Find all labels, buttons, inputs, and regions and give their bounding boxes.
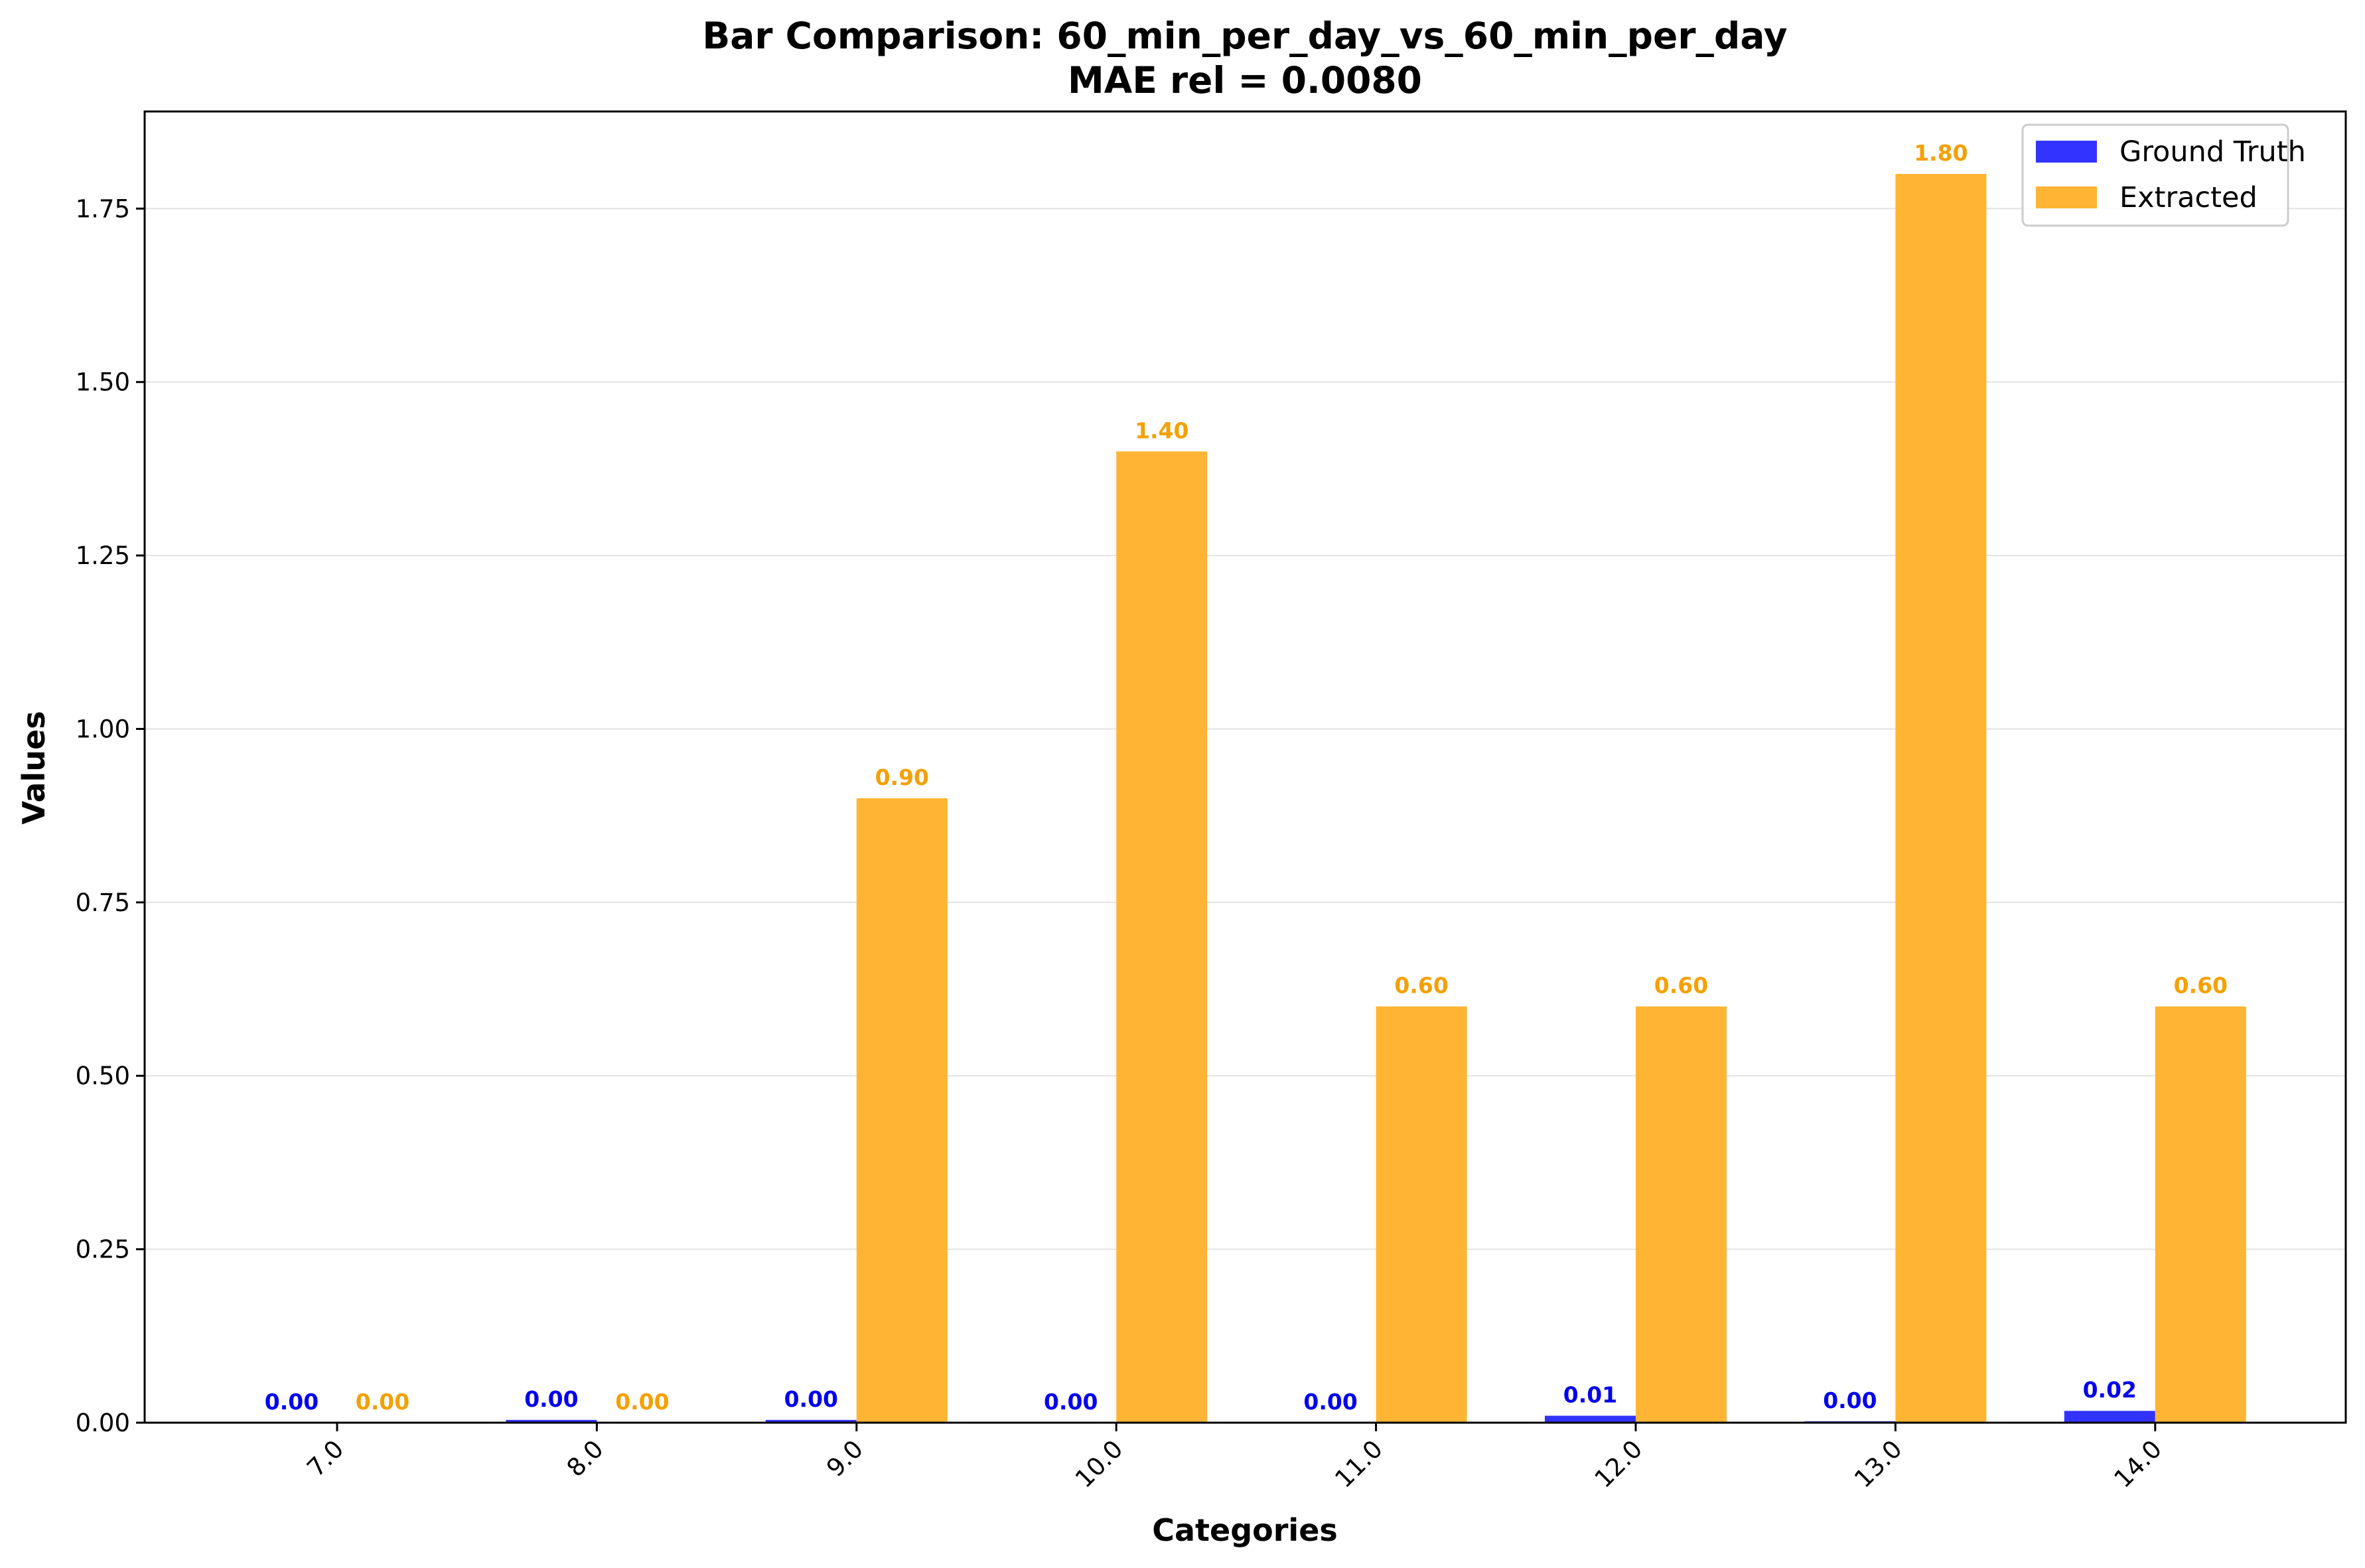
data-label-extracted: 1.40 — [1135, 417, 1188, 443]
plot-area-frame — [143, 110, 2347, 1424]
y-tick-label: 0.25 — [76, 1236, 130, 1264]
x-tick-label: 10.0 — [1070, 1435, 1129, 1494]
x-tick-label: 11.0 — [1329, 1435, 1388, 1494]
bar-ground-truth — [2064, 1411, 2155, 1423]
y-tick-label: 1.75 — [76, 194, 130, 223]
bar-extracted — [1636, 1006, 1727, 1423]
data-label-extracted: 0.00 — [356, 1389, 409, 1415]
grid-lines — [145, 208, 2346, 1423]
bar-extracted — [856, 798, 948, 1423]
y-tick-label: 1.50 — [76, 368, 130, 397]
bar-extracted — [1376, 1006, 1467, 1423]
legend: Ground Truth Extracted — [2021, 123, 2306, 227]
data-label-ground-truth: 0.00 — [1303, 1389, 1357, 1415]
data-label-ground-truth: 0.00 — [524, 1386, 578, 1412]
data-label-ground-truth: 0.00 — [784, 1386, 838, 1412]
y-tick-label: 0.75 — [76, 889, 130, 917]
bars — [506, 174, 2246, 1423]
chart-title: Bar Comparison: 60_min_per_day_vs_60_min… — [702, 15, 1787, 57]
x-tick-label: 7.0 — [301, 1435, 349, 1482]
legend-label-extracted: Extracted — [2119, 181, 2258, 214]
y-axis-label: Values — [16, 711, 52, 824]
bar-extracted — [1895, 174, 1987, 1423]
bar-extracted — [1116, 451, 1208, 1423]
data-label-extracted: 0.60 — [1394, 973, 1448, 999]
bar-ground-truth — [506, 1419, 597, 1423]
x-tick-label: 8.0 — [561, 1435, 609, 1482]
x-tick-label: 12.0 — [1589, 1435, 1648, 1494]
x-tick-label: 13.0 — [1849, 1435, 1908, 1494]
bar-ground-truth — [1545, 1415, 1636, 1423]
bar-extracted — [2155, 1006, 2246, 1423]
x-tick-label: 9.0 — [821, 1435, 869, 1482]
legend-label-ground-truth: Ground Truth — [2119, 135, 2306, 169]
x-axis-label: Categories — [1152, 1512, 1338, 1548]
data-label-extracted: 0.60 — [2174, 973, 2228, 999]
data-labels: 0.00 0.00 0.00 0.00 0.00 0.90 0.00 1.40 0.00 0.60… — [265, 140, 2228, 1415]
bar-ground-truth — [765, 1419, 857, 1423]
data-label-ground-truth: 0.00 — [265, 1389, 319, 1415]
data-label-ground-truth: 0.00 — [1823, 1388, 1877, 1413]
y-tick-label: 0.00 — [76, 1409, 130, 1437]
y-tick-label: 1.00 — [76, 715, 130, 743]
data-label-ground-truth: 0.01 — [1563, 1382, 1617, 1408]
data-label-extracted: 0.90 — [875, 764, 929, 790]
x-tick-label: 14.0 — [2108, 1435, 2167, 1494]
legend-swatch-ground-truth — [2036, 141, 2097, 163]
legend-swatch-extracted — [2036, 186, 2097, 208]
y-axis-ticks: 0.00 0.25 0.50 0.75 1.00 1.25 1.50 1.75 — [76, 194, 145, 1437]
data-label-extracted: 1.80 — [1914, 140, 1968, 166]
x-axis-ticks: 7.0 8.0 9.0 10.0 11.0 12.0 13.0 14.0 — [301, 1423, 2167, 1494]
data-label-ground-truth: 0.00 — [1044, 1389, 1098, 1415]
data-label-extracted: 0.60 — [1654, 973, 1708, 999]
data-label-extracted: 0.00 — [615, 1389, 669, 1415]
chart-subtitle: MAE rel = 0.0080 — [1068, 59, 1422, 102]
data-label-ground-truth: 0.02 — [2083, 1377, 2137, 1403]
y-tick-label: 0.50 — [76, 1062, 130, 1090]
y-tick-label: 1.25 — [76, 541, 130, 570]
